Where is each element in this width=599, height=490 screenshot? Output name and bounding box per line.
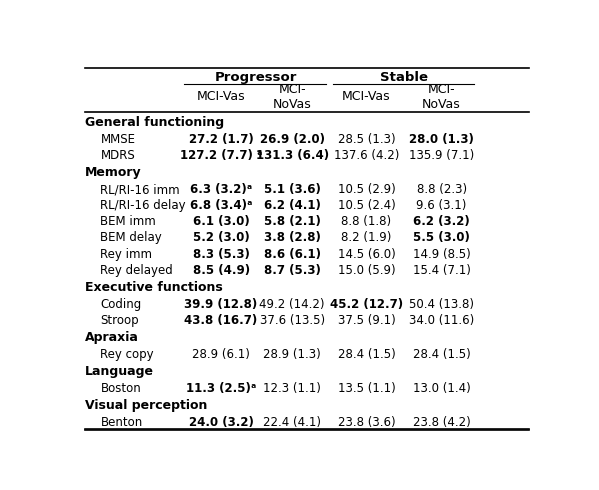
Text: 45.2 (12.7): 45.2 (12.7) xyxy=(330,297,403,311)
Text: 8.8 (1.8): 8.8 (1.8) xyxy=(341,215,392,228)
Text: 131.3 (6.4): 131.3 (6.4) xyxy=(256,149,329,162)
Text: MCI-
NoVas: MCI- NoVas xyxy=(273,82,311,111)
Text: MCI-Vas: MCI-Vas xyxy=(342,90,391,103)
Text: MMSE: MMSE xyxy=(101,133,135,146)
Text: BEM imm: BEM imm xyxy=(101,215,156,228)
Text: Rey delayed: Rey delayed xyxy=(101,264,173,276)
Text: 15.0 (5.9): 15.0 (5.9) xyxy=(338,264,395,276)
Text: 49.2 (14.2): 49.2 (14.2) xyxy=(259,297,325,311)
Text: 5.5 (3.0): 5.5 (3.0) xyxy=(413,231,470,245)
Text: Boston: Boston xyxy=(101,382,141,395)
Text: 10.5 (2.4): 10.5 (2.4) xyxy=(337,199,395,212)
Text: BEM delay: BEM delay xyxy=(101,231,162,245)
Text: 27.2 (1.7): 27.2 (1.7) xyxy=(189,133,253,146)
Text: 6.2 (3.2): 6.2 (3.2) xyxy=(413,215,470,228)
Text: Benton: Benton xyxy=(101,416,143,429)
Text: 9.6 (3.1): 9.6 (3.1) xyxy=(416,199,467,212)
Text: General functioning: General functioning xyxy=(85,116,224,129)
Text: 5.2 (3.0): 5.2 (3.0) xyxy=(193,231,249,245)
Text: 28.4 (1.5): 28.4 (1.5) xyxy=(337,348,395,361)
Text: Stable: Stable xyxy=(380,71,428,84)
Text: 8.6 (6.1): 8.6 (6.1) xyxy=(264,247,320,261)
Text: 8.8 (2.3): 8.8 (2.3) xyxy=(416,183,467,196)
Text: 37.6 (13.5): 37.6 (13.5) xyxy=(259,314,325,327)
Text: 5.8 (2.1): 5.8 (2.1) xyxy=(264,215,320,228)
Text: 43.8 (16.7): 43.8 (16.7) xyxy=(184,314,258,327)
Text: Language: Language xyxy=(85,365,154,378)
Text: 23.8 (4.2): 23.8 (4.2) xyxy=(413,416,470,429)
Text: Rey copy: Rey copy xyxy=(101,348,154,361)
Text: 11.3 (2.5)ᵃ: 11.3 (2.5)ᵃ xyxy=(186,382,256,395)
Text: 50.4 (13.8): 50.4 (13.8) xyxy=(409,297,474,311)
Text: Rey imm: Rey imm xyxy=(101,247,152,261)
Text: Progressor: Progressor xyxy=(214,71,297,84)
Text: Stroop: Stroop xyxy=(101,314,139,327)
Text: 22.4 (4.1): 22.4 (4.1) xyxy=(263,416,321,429)
Text: 34.0 (11.6): 34.0 (11.6) xyxy=(409,314,474,327)
Text: 135.9 (7.1): 135.9 (7.1) xyxy=(409,149,474,162)
Text: 28.5 (1.3): 28.5 (1.3) xyxy=(338,133,395,146)
Text: Apraxia: Apraxia xyxy=(85,331,139,344)
Text: 14.9 (8.5): 14.9 (8.5) xyxy=(413,247,470,261)
Text: 26.9 (2.0): 26.9 (2.0) xyxy=(259,133,325,146)
Text: 28.4 (1.5): 28.4 (1.5) xyxy=(413,348,470,361)
Text: 6.1 (3.0): 6.1 (3.0) xyxy=(193,215,249,228)
Text: 24.0 (3.2): 24.0 (3.2) xyxy=(189,416,253,429)
Text: 37.5 (9.1): 37.5 (9.1) xyxy=(337,314,395,327)
Text: 15.4 (7.1): 15.4 (7.1) xyxy=(413,264,471,276)
Text: Visual perception: Visual perception xyxy=(85,399,207,412)
Text: MCI-Vas: MCI-Vas xyxy=(197,90,246,103)
Text: 8.2 (1.9): 8.2 (1.9) xyxy=(341,231,392,245)
Text: 23.8 (3.6): 23.8 (3.6) xyxy=(338,416,395,429)
Text: 8.5 (4.9): 8.5 (4.9) xyxy=(192,264,250,276)
Text: 28.9 (6.1): 28.9 (6.1) xyxy=(192,348,250,361)
Text: RL/RI-16 delay: RL/RI-16 delay xyxy=(101,199,186,212)
Text: 8.7 (5.3): 8.7 (5.3) xyxy=(264,264,320,276)
Text: 8.3 (5.3): 8.3 (5.3) xyxy=(193,247,250,261)
Text: Executive functions: Executive functions xyxy=(85,281,223,294)
Text: 28.9 (1.3): 28.9 (1.3) xyxy=(263,348,321,361)
Text: 13.5 (1.1): 13.5 (1.1) xyxy=(337,382,395,395)
Text: 6.8 (3.4)ᵃ: 6.8 (3.4)ᵃ xyxy=(190,199,252,212)
Text: 6.3 (3.2)ᵃ: 6.3 (3.2)ᵃ xyxy=(190,183,252,196)
Text: 5.1 (3.6): 5.1 (3.6) xyxy=(264,183,320,196)
Text: 3.8 (2.8): 3.8 (2.8) xyxy=(264,231,320,245)
Text: RL/RI-16 imm: RL/RI-16 imm xyxy=(101,183,180,196)
Text: 137.6 (4.2): 137.6 (4.2) xyxy=(334,149,399,162)
Text: 13.0 (1.4): 13.0 (1.4) xyxy=(413,382,470,395)
Text: MDRS: MDRS xyxy=(101,149,135,162)
Text: 12.3 (1.1): 12.3 (1.1) xyxy=(263,382,321,395)
Text: 10.5 (2.9): 10.5 (2.9) xyxy=(337,183,395,196)
Text: Coding: Coding xyxy=(101,297,141,311)
Text: 28.0 (1.3): 28.0 (1.3) xyxy=(409,133,474,146)
Text: 127.2 (7.7) ᵃ: 127.2 (7.7) ᵃ xyxy=(180,149,262,162)
Text: Memory: Memory xyxy=(85,166,142,179)
Text: 14.5 (6.0): 14.5 (6.0) xyxy=(337,247,395,261)
Text: MCI-
NoVas: MCI- NoVas xyxy=(422,82,461,111)
Text: 39.9 (12.8): 39.9 (12.8) xyxy=(184,297,258,311)
Text: 6.2 (4.1): 6.2 (4.1) xyxy=(264,199,320,212)
